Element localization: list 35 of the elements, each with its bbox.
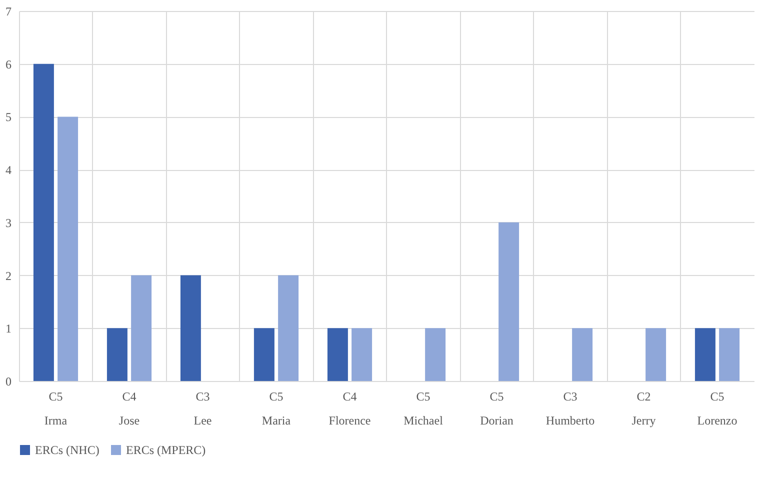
bar <box>719 328 740 381</box>
bar <box>572 328 593 381</box>
bar <box>498 222 520 381</box>
y-tick-label: 2 <box>6 268 12 283</box>
bar <box>131 275 152 381</box>
x-tick-label: C5 Michael <box>404 390 444 428</box>
y-tick-label: 6 <box>6 57 12 72</box>
x-tick-label: C5 Dorian <box>480 390 514 428</box>
x-tick-label: C4 Florence <box>328 390 371 428</box>
x-tick-label: C3 Lee <box>194 390 212 428</box>
legend-label: ERCs (NHC) <box>35 443 100 457</box>
x-tick-label: C5 Maria <box>262 390 292 428</box>
y-tick-label: 1 <box>6 322 12 336</box>
x-tick-label: C4 Jose <box>118 390 140 428</box>
y-tick-label: 4 <box>6 163 12 178</box>
bar <box>33 64 54 381</box>
bar <box>646 328 666 381</box>
bar <box>106 328 128 381</box>
y-tick-label: 0 <box>6 374 12 388</box>
legend-label: ERCs (MPERC) <box>126 443 206 457</box>
bar <box>254 328 274 381</box>
bar <box>352 328 372 381</box>
bar <box>180 275 201 381</box>
bar <box>278 275 299 381</box>
x-tick-label: C3 Humberto <box>546 390 595 428</box>
bar <box>58 116 78 381</box>
y-tick-label: 7 <box>6 4 12 18</box>
bar <box>425 328 446 381</box>
bar <box>327 328 348 381</box>
x-tick-label: C5 Lorenzo <box>697 390 738 428</box>
y-tick-label: 5 <box>6 110 12 124</box>
x-tick-label: C2 Jerry <box>632 390 656 428</box>
y-tick-label: 3 <box>6 216 12 230</box>
bar <box>694 328 716 381</box>
x-tick-label: C5 Irma <box>44 390 68 428</box>
